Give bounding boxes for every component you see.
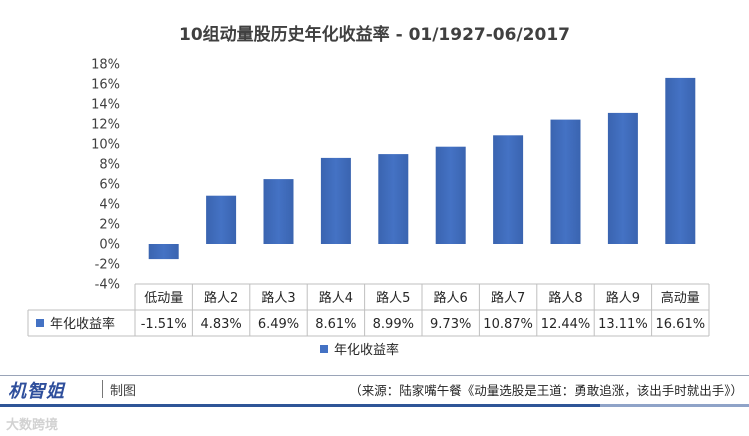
bar-路人2: [206, 195, 237, 244]
data-label: -1.51%: [141, 317, 187, 332]
series-key-swatch: [36, 319, 44, 327]
category-label: 路人3: [261, 290, 295, 306]
footer-divider: [102, 380, 103, 398]
y-tick-label: 12%: [91, 118, 120, 133]
bar-低动量: [148, 244, 179, 260]
legend-swatch: [320, 345, 328, 353]
data-table: 低动量 路人2 路人3 路人4 路人5 路人6 路人7 路人8 路人9 高动量 -1.51% 4.83…: [27, 283, 710, 337]
category-label: 路人9: [606, 290, 640, 306]
chart-title: 10组动量股历史年化收益率 - 01/1927-06/2017: [179, 25, 570, 45]
bar-路人5: [378, 154, 409, 244]
data-label: 13.11%: [598, 317, 648, 332]
brand-logo: 机智姐: [8, 381, 65, 402]
y-tick-label: -4%: [95, 278, 120, 293]
y-tick-label: 6%: [99, 178, 120, 193]
y-tick-label: 4%: [99, 198, 120, 213]
bar-路人7: [493, 135, 524, 244]
made-label: 制图: [110, 384, 137, 399]
bar-路人9: [607, 112, 638, 245]
category-label: 路人7: [491, 290, 525, 306]
bar-路人8: [550, 119, 581, 244]
y-tick-label: 18%: [91, 58, 120, 73]
legend-label: 年化收益率: [334, 342, 399, 358]
y-axis-ticks: 18% 16% 14% 12% 10% 8% 6% 4% 2% 0% -2% -4%: [91, 58, 120, 293]
bars: [148, 77, 696, 260]
y-tick-label: 10%: [91, 138, 120, 153]
y-tick-label: -2%: [95, 258, 120, 273]
legend: 年化收益率: [320, 342, 399, 358]
y-tick-label: 8%: [99, 158, 120, 173]
bar-路人4: [320, 157, 351, 244]
bar-路人6: [435, 146, 466, 244]
data-label: 16.61%: [656, 317, 706, 332]
bar-路人3: [263, 179, 294, 244]
data-label: 10.87%: [483, 317, 533, 332]
category-label: 高动量: [661, 290, 700, 306]
series-row-label: 年化收益率: [50, 316, 115, 332]
category-label: 路人4: [319, 290, 353, 306]
footer-top-rule: [0, 375, 749, 376]
category-label: 低动量: [144, 291, 183, 306]
bar-chart: 18% 16% 14% 12% 10% 8% 6% 4% 2% 0% -2% -4% 低动量 路人2 路人…: [27, 58, 710, 358]
y-tick-label: 14%: [91, 98, 120, 113]
bar-高动量: [665, 77, 696, 245]
y-tick-label: 0%: [99, 238, 120, 253]
y-tick-label: 2%: [99, 218, 120, 233]
footer-bottom-rule: [0, 404, 749, 407]
source-note: （来源：陆家嘴午餐《动量选股是王道：勇敢追涨，该出手时就出手》）: [349, 383, 743, 398]
data-label: 4.83%: [200, 317, 241, 332]
data-label: 12.44%: [541, 317, 591, 332]
category-label: 路人5: [376, 290, 410, 306]
data-label: 9.73%: [430, 317, 471, 332]
category-label: 路人6: [434, 290, 468, 306]
category-label: 路人8: [548, 290, 582, 306]
category-label: 路人2: [204, 290, 238, 306]
data-label: 8.99%: [373, 317, 414, 332]
data-label: 6.49%: [258, 317, 299, 332]
footer-bottom-rule-accent: [600, 404, 749, 407]
watermark: 大数跨境: [6, 418, 59, 433]
data-label: 8.61%: [315, 317, 356, 332]
y-tick-label: 16%: [91, 78, 120, 93]
